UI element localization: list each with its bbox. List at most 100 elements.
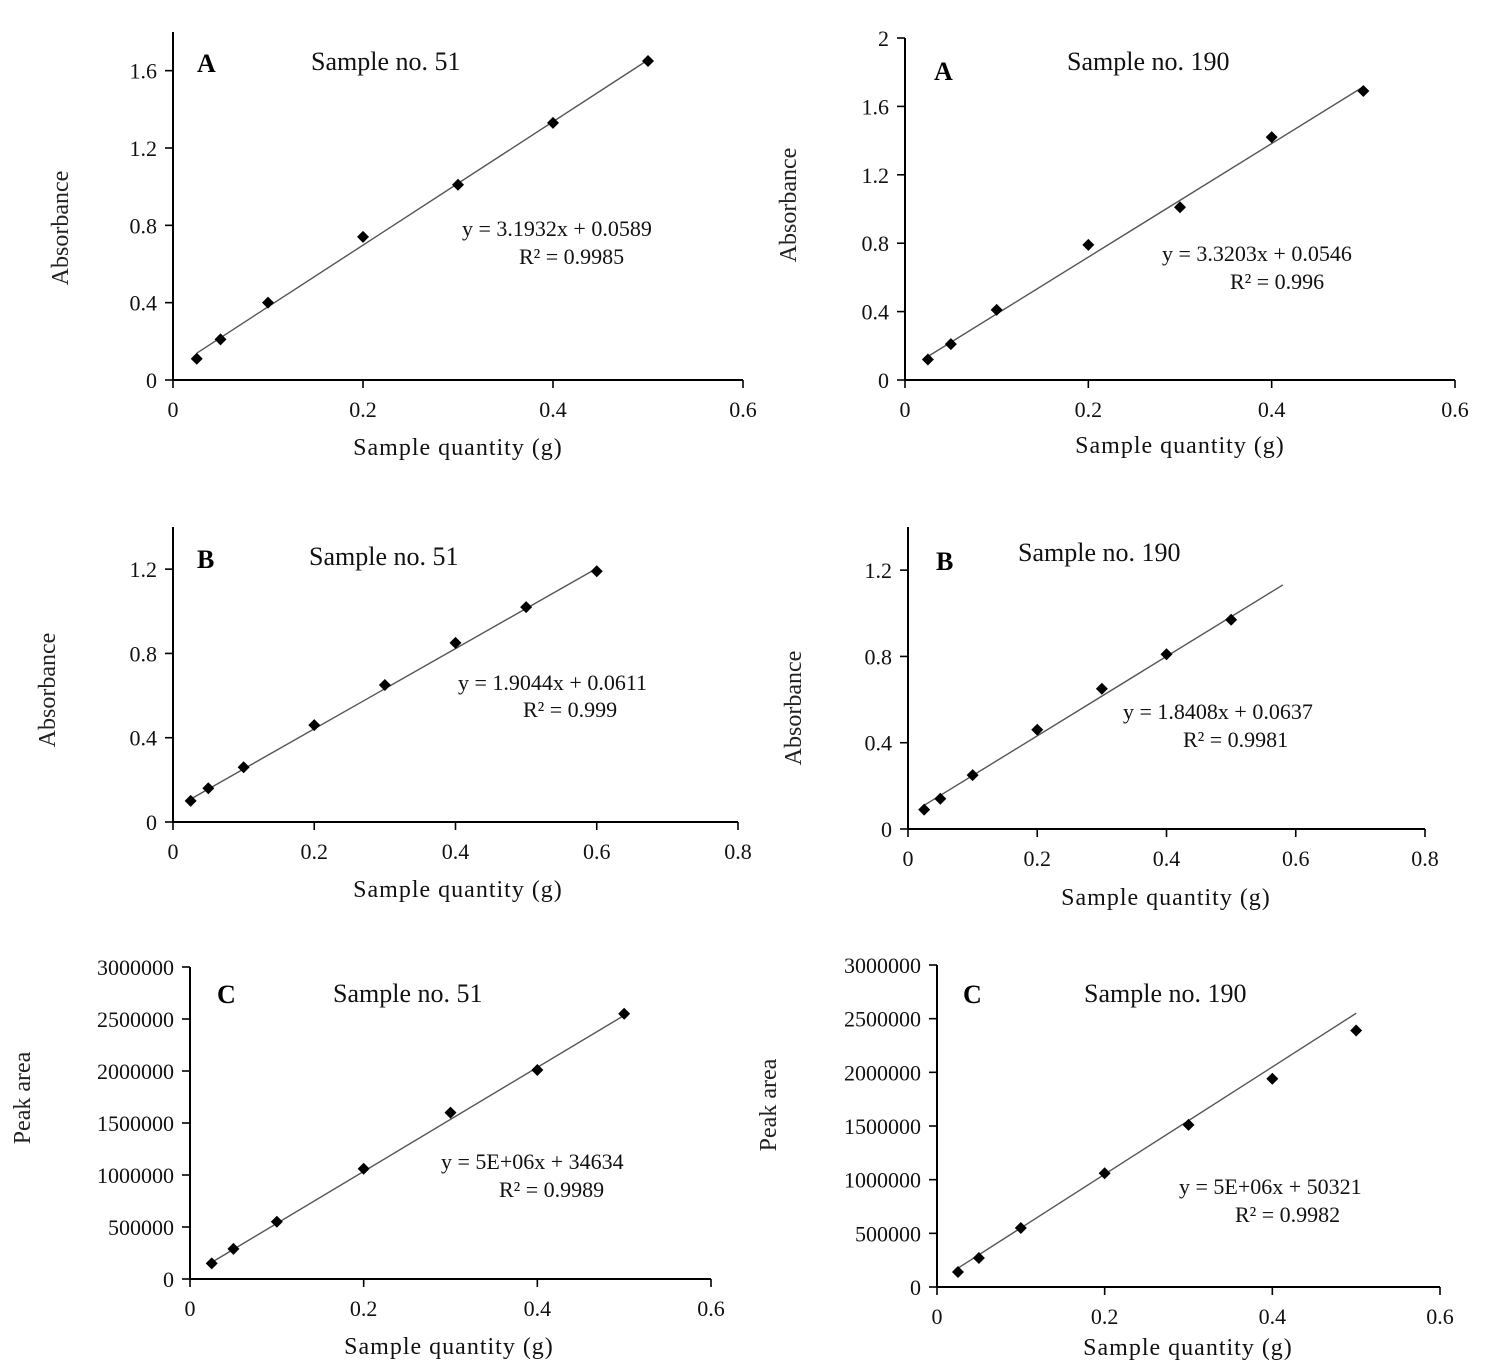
x-tick-label: 0.2 bbox=[1024, 846, 1052, 871]
x-tick-label: 0 bbox=[185, 1296, 196, 1321]
data-point bbox=[1095, 682, 1108, 695]
data-point bbox=[308, 719, 321, 732]
y-tick-label: 2500000 bbox=[97, 1007, 174, 1032]
panel-letter: A bbox=[197, 49, 216, 78]
r-squared-label: R² = 0.996 bbox=[1230, 269, 1324, 294]
trendline-equation: y = 1.9044x + 0.0611 bbox=[458, 670, 647, 695]
data-point bbox=[531, 1063, 544, 1076]
y-tick-label: 3000000 bbox=[97, 955, 174, 980]
data-point bbox=[618, 1007, 631, 1020]
y-axis-title: Absorbance bbox=[781, 651, 807, 766]
y-axis-title: Peak area bbox=[10, 1051, 36, 1144]
x-tick-label: 0.4 bbox=[442, 839, 470, 864]
y-tick-label: 2000000 bbox=[97, 1059, 174, 1084]
x-tick-label: 0 bbox=[168, 397, 179, 422]
x-axis-title: Sample quantity (g) bbox=[1075, 433, 1285, 459]
data-point bbox=[966, 769, 979, 782]
data-point bbox=[227, 1242, 240, 1255]
x-axis-title: Sample quantity (g) bbox=[353, 877, 563, 903]
data-point bbox=[951, 1265, 964, 1278]
x-tick-label: 0.8 bbox=[724, 839, 752, 864]
y-tick-label: 1.2 bbox=[862, 163, 890, 188]
chart-panel-6: 0 500000 1000000 1500000 2000000 2500000 30000… bbox=[756, 953, 1454, 1361]
data-point bbox=[1265, 131, 1278, 144]
x-tick-label: 0 bbox=[932, 1304, 943, 1329]
y-tick-label: 500000 bbox=[855, 1221, 921, 1246]
y-tick-label: 0 bbox=[881, 817, 892, 842]
y-tick-label: 0.8 bbox=[865, 644, 893, 669]
data-point bbox=[190, 352, 203, 365]
data-point bbox=[205, 1257, 218, 1270]
y-tick-label: 0.8 bbox=[130, 641, 158, 666]
data-point bbox=[184, 794, 197, 807]
x-tick-label: 0.4 bbox=[1258, 397, 1286, 422]
data-point bbox=[1160, 648, 1173, 661]
trendline-equation: y = 3.3203x + 0.0546 bbox=[1162, 241, 1352, 266]
x-tick-label: 0.2 bbox=[350, 1296, 378, 1321]
data-point bbox=[520, 601, 533, 614]
data-point bbox=[921, 353, 934, 366]
panel-letter: C bbox=[217, 980, 236, 1009]
data-point bbox=[1350, 1024, 1363, 1037]
data-point bbox=[934, 792, 947, 805]
data-point bbox=[1225, 613, 1238, 626]
r-squared-label: R² = 0.9981 bbox=[1183, 727, 1288, 752]
y-axis-title: Peak area bbox=[756, 1058, 782, 1151]
data-point bbox=[262, 296, 274, 309]
y-tick-label: 2 bbox=[878, 26, 889, 51]
panel-letter: A bbox=[934, 57, 953, 86]
y-tick-label: 0.8 bbox=[130, 213, 158, 238]
y-tick-label: 0.4 bbox=[130, 291, 158, 316]
trendline bbox=[923, 584, 1284, 806]
panel-title: Sample no. 51 bbox=[333, 979, 483, 1008]
data-point bbox=[1014, 1221, 1027, 1234]
y-tick-label: 1000000 bbox=[97, 1163, 174, 1188]
x-tick-label: 0.6 bbox=[583, 839, 611, 864]
x-axis-title: Sample quantity (g) bbox=[1061, 885, 1271, 911]
r-squared-label: R² = 0.9989 bbox=[499, 1177, 604, 1202]
y-tick-label: 1500000 bbox=[97, 1111, 174, 1136]
data-point bbox=[1174, 201, 1186, 214]
x-tick-label: 0.6 bbox=[1441, 397, 1469, 422]
x-tick-label: 0.8 bbox=[1411, 846, 1439, 871]
y-tick-label: 0 bbox=[146, 368, 157, 393]
x-axis-title: Sample quantity (g) bbox=[1083, 1335, 1293, 1361]
y-tick-label: 1.6 bbox=[862, 94, 890, 119]
r-squared-label: R² = 0.9982 bbox=[1235, 1202, 1340, 1227]
y-tick-label: 0 bbox=[878, 368, 889, 393]
data-point bbox=[1266, 1072, 1279, 1085]
x-tick-label: 0.4 bbox=[1153, 846, 1181, 871]
x-tick-label: 0.2 bbox=[349, 397, 377, 422]
panel-letter: B bbox=[936, 547, 953, 576]
x-tick-label: 0 bbox=[903, 846, 914, 871]
y-tick-label: 0.4 bbox=[862, 300, 890, 325]
trendline-equation: y = 5E+06x + 50321 bbox=[1179, 1174, 1362, 1199]
chart-panel-2: 0 0.4 0.8 1.2 1.6 2 0 0.2 0.4 0.6 Sample quantity … bbox=[776, 26, 1469, 459]
x-tick-label: 0.6 bbox=[697, 1296, 725, 1321]
data-point bbox=[944, 338, 957, 351]
data-point bbox=[202, 782, 215, 795]
panel-title: Sample no. 190 bbox=[1067, 47, 1230, 76]
y-tick-label: 1500000 bbox=[844, 1114, 921, 1139]
y-axis-title: Absorbance bbox=[48, 171, 74, 286]
x-tick-label: 0.6 bbox=[1426, 1304, 1454, 1329]
data-point bbox=[972, 1252, 985, 1265]
y-tick-label: 500000 bbox=[108, 1215, 174, 1240]
r-squared-label: R² = 0.9985 bbox=[519, 244, 624, 269]
panel-letter: B bbox=[197, 545, 214, 574]
data-point bbox=[1031, 723, 1044, 736]
y-tick-label: 2500000 bbox=[844, 1007, 921, 1032]
y-tick-label: 1.2 bbox=[130, 136, 158, 161]
r-squared-label: R² = 0.999 bbox=[523, 697, 617, 722]
trendline-equation: y = 3.1932x + 0.0589 bbox=[462, 216, 652, 241]
data-point bbox=[237, 761, 250, 774]
data-point bbox=[270, 1215, 283, 1228]
panel-letter: C bbox=[963, 980, 982, 1009]
y-tick-label: 1.2 bbox=[865, 558, 893, 583]
chart-panel-5: 0 500000 1000000 1500000 2000000 2500000 30000… bbox=[10, 955, 725, 1360]
panel-title: Sample no. 51 bbox=[309, 542, 459, 571]
data-point bbox=[452, 178, 464, 191]
data-point bbox=[1098, 1167, 1111, 1180]
trendline bbox=[927, 86, 1364, 358]
chart-panel-3: 0 0.4 0.8 1.2 0 0.2 0.4 0.6 0.8 Sample quantity (… bbox=[35, 527, 752, 903]
